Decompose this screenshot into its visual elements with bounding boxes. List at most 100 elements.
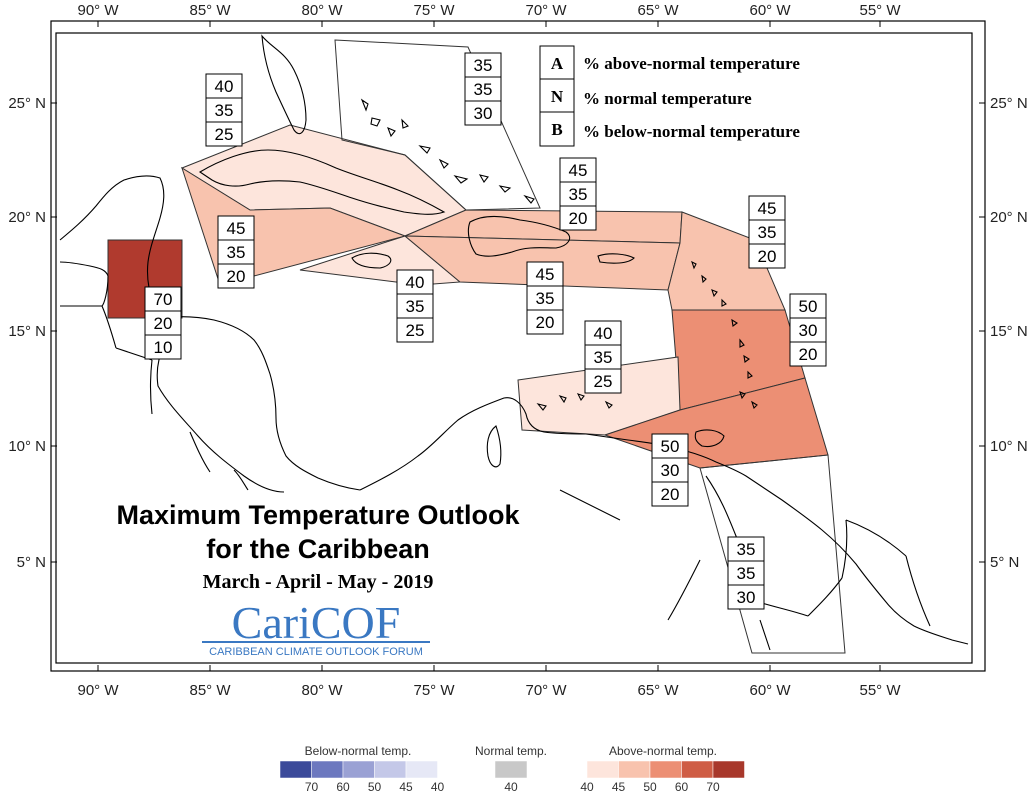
colorbar-below-swatches: 70 60 50 45 40 [279,760,444,791]
value-box-value: 35 [227,243,246,262]
colorbar-below-title: Below-normal temp. [305,744,412,758]
value-box-value: 35 [474,80,493,99]
value-box-value: 25 [594,372,613,391]
lat-tick-label: 15° N [8,323,46,340]
value-box-value: 30 [737,588,756,607]
value-box-bahamas: 35 35 30 [464,52,502,126]
lat-tick-label: 10° N [8,438,46,455]
value-box-value: 45 [227,219,246,238]
colorbar-tick: 60 [675,780,689,791]
colorbar-tick: 50 [368,780,382,791]
legend-key-text-normal: % normal temperature [583,89,752,108]
value-box-value: 45 [536,265,555,284]
value-box-value: 70 [154,290,173,309]
value-box-cell [727,584,765,610]
value-box-cell [526,309,564,335]
value-box-value: 10 [154,338,173,357]
colorbar: Below-normal temp. Normal temp. Above-no… [279,744,745,791]
value-box-cell [559,205,597,231]
lon-tick-label: 75° W [413,2,455,19]
colorbar-tick: 70 [305,780,319,791]
value-box-cell [205,97,243,123]
value-box-cuba: 40 35 25 [205,73,243,147]
lon-tick-label: 90° W [77,682,119,699]
value-box-cell [205,73,243,99]
lat-tick-label: 15° N [990,323,1028,340]
value-box-value: 50 [661,437,680,456]
value-box-hispaniola-south: 45 35 20 [526,261,564,335]
value-box-value: 25 [215,125,234,144]
colorbar-tick: 40 [504,780,518,791]
colorbar-swatch [279,760,312,779]
value-box-cell [748,195,786,221]
colorbar-swatch [342,760,375,779]
colorbar-tick: 45 [612,780,626,791]
map-inner-frame [55,32,973,664]
lon-ticks-bottom: 90° W 85° W 80° W 75° W 70° W 65° W 60° W 55° W [77,665,901,699]
value-box-cell [464,100,502,126]
legend-key-letter-n: N [551,87,564,106]
colorbar-swatch [712,760,745,779]
value-box-value: 30 [474,104,493,123]
zone-value-boxes: 35 35 30 40 35 25 45 35 20 40 35 25 45 35 20 45 35 2… [144,52,827,610]
lon-tick-label: 70° W [525,2,567,19]
lon-tick-label: 60° W [749,682,791,699]
colorbar-swatch [374,760,407,779]
value-box-value: 35 [569,185,588,204]
lon-tick-label: 55° W [859,2,901,19]
value-box-cell [727,560,765,586]
lon-tick-label: 65° W [637,682,679,699]
value-box-value: 35 [594,348,613,367]
value-box-guianas: 35 35 30 [727,536,765,610]
value-box-value: 20 [799,345,818,364]
lon-tick-label: 80° W [301,682,343,699]
value-box-value: 35 [215,101,234,120]
colorbar-swatch [586,760,619,779]
lat-tick-label: 25° N [8,95,46,112]
lon-tick-label: 75° W [413,682,455,699]
value-box-cell [789,317,827,343]
value-box-cell [651,481,689,507]
lon-tick-label: 85° W [189,682,231,699]
value-box-cell [789,293,827,319]
value-box-value: 35 [474,56,493,75]
value-box-cell [559,157,597,183]
value-box-cell [144,334,182,360]
value-box-cell [464,52,502,78]
value-box-belize: 70 20 10 [144,286,182,360]
value-box-value: 40 [406,273,425,292]
value-box-leeward-islands: 45 35 20 [748,195,786,269]
value-box-cell [144,286,182,312]
lat-ticks-right: 25° N 20° N 15° N 10° N 5° N [979,95,1028,571]
value-box-cell [748,243,786,269]
logo-subtitle: CARIBBEAN CLIMATE OUTLOOK FORUM [209,646,423,658]
legend-key-text-below: % below-normal temperature [583,122,800,141]
colorbar-tick: 45 [399,780,413,791]
value-box-cell [205,121,243,147]
value-box-value: 50 [799,297,818,316]
value-box-cell [217,215,255,241]
value-box-trinidad: 50 30 20 [651,433,689,507]
logo-name: CariCOF [232,597,401,648]
legend-key-text-above: % above-normal temperature [583,54,800,73]
value-box-value: 45 [569,161,588,180]
value-box-cell [217,263,255,289]
lat-tick-label: 5° N [17,554,46,571]
colorbar-swatch [649,760,682,779]
value-box-value: 20 [569,209,588,228]
value-box-cell [396,293,434,319]
value-box-value: 45 [758,199,777,218]
colorbar-tick: 50 [643,780,657,791]
colorbar-tick: 60 [336,780,350,791]
lon-tick-label: 80° W [301,2,343,19]
value-box-value: 20 [661,485,680,504]
colorbar-above-title: Above-normal temp. [609,744,717,758]
lat-tick-label: 10° N [990,438,1028,455]
value-box-value: 20 [227,267,246,286]
lat-ticks-left: 25° N 20° N 15° N 10° N 5° N [8,95,57,571]
value-box-value: 35 [406,297,425,316]
value-box-cell [217,239,255,265]
value-box-value: 40 [594,324,613,343]
colorbar-swatch [311,760,344,779]
value-box-abc-islands: 40 35 25 [584,320,622,394]
